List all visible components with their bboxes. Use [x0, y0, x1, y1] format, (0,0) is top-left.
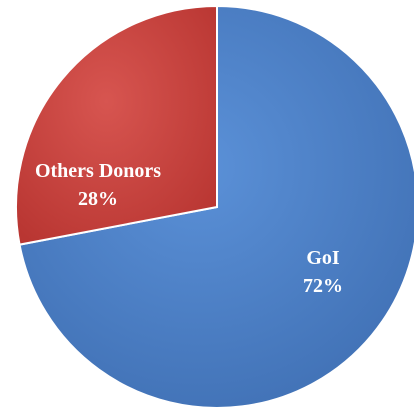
slice-label-others-donors: Others Donors	[35, 160, 161, 182]
slice-value-goi: 72%	[303, 275, 343, 297]
pie-slice-others-donors	[15, 4, 218, 246]
slice-label-goi: GoI	[306, 247, 340, 269]
pie-slice-goi	[18, 4, 414, 409]
slice-value-others-donors: 28%	[78, 188, 118, 210]
